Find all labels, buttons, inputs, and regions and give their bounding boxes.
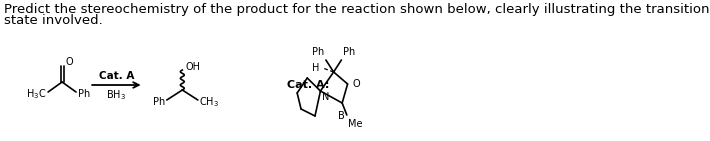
Text: B: B [338,111,345,121]
Text: Cat. A: Cat. A [99,71,134,81]
Text: Ph: Ph [153,97,165,107]
Text: $\mathregular{CH_3}$: $\mathregular{CH_3}$ [200,95,219,109]
Text: O: O [65,57,73,67]
Text: H: H [312,63,320,73]
Text: N: N [322,92,329,102]
Text: Me: Me [348,119,362,129]
Text: $\mathregular{H_3C}$: $\mathregular{H_3C}$ [26,87,47,101]
Text: Ph: Ph [312,47,324,57]
Text: OH: OH [185,62,200,72]
Text: Cat. A:: Cat. A: [287,80,329,90]
Text: O: O [352,79,360,89]
Text: Ph: Ph [77,89,90,99]
Text: state involved.: state involved. [4,14,103,27]
Text: Ph: Ph [343,47,355,57]
Text: $\mathregular{BH_3}$: $\mathregular{BH_3}$ [106,88,126,102]
Text: Predict the stereochemistry of the product for the reaction shown below, clearly: Predict the stereochemistry of the produ… [4,3,709,16]
